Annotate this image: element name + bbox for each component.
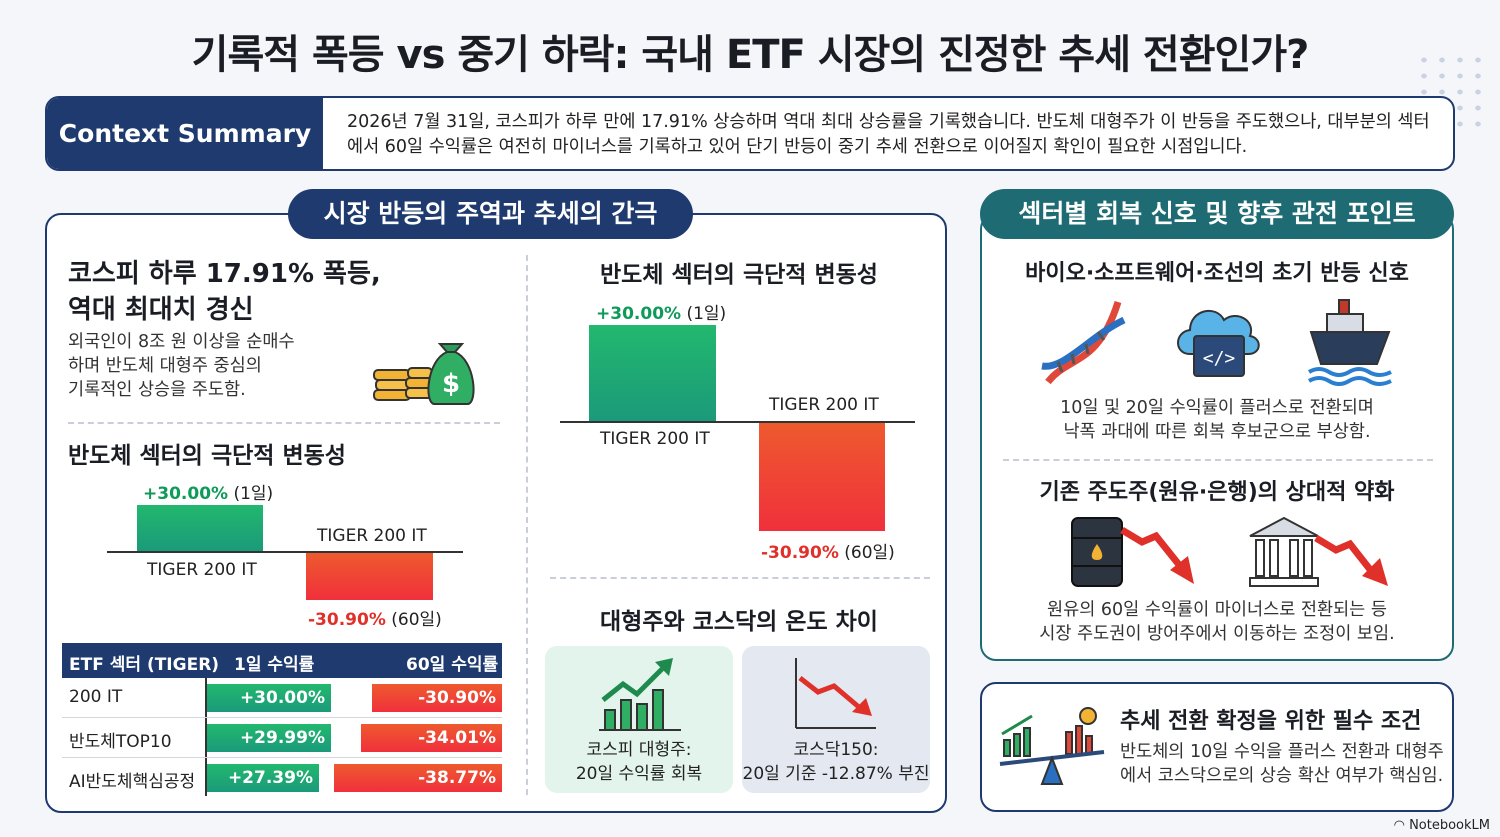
kosdaq150-line1: 코스닥150: (793, 740, 879, 760)
kospi-body-line3: 기록적인 상승을 주도함. (68, 380, 246, 400)
table-bar-60d: -34.01% (361, 724, 502, 752)
weakening-line1: 원유의 60일 수익률이 마이너스로 전환되는 등 (1047, 600, 1387, 620)
kospi-body-line2: 하며 반도체 대형주 중심의 (68, 356, 262, 376)
kospi-heading-line1: 코스피 하루 17.91% 폭등, (68, 259, 381, 289)
table-row: AI반도체핵심공정 +27.39% -38.77% (62, 758, 502, 798)
context-summary: Context Summary 2026년 7월 31일, 코스피가 하루 만에… (45, 96, 1455, 171)
market-rebound-panel-title: 시장 반등의 주역과 추세의 간극 (288, 189, 693, 239)
table-bar-60d: -30.90% (372, 684, 502, 712)
balance-scale-icon (999, 707, 1105, 785)
table-bar-1d: +30.00% (207, 684, 331, 712)
kospi-largecap-card: 코스피 대형주: 20일 수익률 회복 (545, 646, 733, 793)
semi-large-pos-period: (1일) (686, 304, 727, 324)
early-signal-line1: 10일 및 20일 수익률이 플러스로 전환되며 (1060, 398, 1374, 418)
semi-large-pos-label: +30.00% (1일) (596, 299, 726, 324)
semi-large-neg-value: -30.90% (761, 543, 839, 563)
footer-brand-text: NotebookLM (1409, 818, 1490, 833)
semi-small-neg-value: -30.90% (308, 610, 386, 630)
footer-brand: ◠ NotebookLM (1394, 818, 1490, 833)
svg-text:$: $ (442, 369, 460, 399)
svg-text:</>: </> (1203, 348, 1236, 369)
table-bar-1d: +29.99% (207, 724, 331, 752)
vertical-divider (526, 255, 528, 795)
table-row: 반도체TOP10 +29.99% -34.01% (62, 718, 502, 758)
semi-small-neg-bar (306, 553, 433, 600)
kospi-heading-line2: 역대 최대치 경신 (68, 295, 254, 325)
kospi-body-line1: 외국인이 8조 원 이상을 순매수 (68, 332, 295, 352)
semi-large-pos-bar (589, 325, 716, 421)
kospi-largecap-line1: 코스피 대형주: (586, 740, 692, 760)
table-bar-1d: +27.39% (207, 764, 319, 792)
early-signal-heading: 바이오·소프트웨어·조선의 초기 반등 신호 (1025, 261, 1409, 286)
semi-small-neg-ticker: TIGER 200 IT (317, 526, 427, 546)
table-cell-sector: 200 IT (69, 687, 123, 707)
oil-barrel-icon (1071, 517, 1194, 587)
table-cell-sector: 반도체TOP10 (69, 732, 172, 752)
context-summary-label: Context Summary (47, 98, 323, 169)
semi-small-pos-bar (137, 505, 263, 551)
semi-small-heading: 반도체 섹터의 극단적 변동성 (68, 443, 346, 469)
divider (1003, 459, 1433, 461)
semi-large-neg-period: (60일) (844, 543, 895, 563)
table-row: 200 IT +30.00% -30.90% (62, 678, 502, 718)
weakening-heading: 기존 주도주(원유·은행)의 상대적 약화 (1039, 480, 1395, 505)
table-header: ETF 섹터 (TIGER) 1일 수익률 60일 수익률 (62, 643, 502, 678)
semi-small-pos-ticker: TIGER 200 IT (147, 560, 257, 580)
conditions-body: 반도체의 10일 수익을 플러스 전환과 대형주 에서 코스닥으로의 상승 확산… (1120, 740, 1450, 788)
kospi-body: 외국인이 8조 원 이상을 순매수 하며 반도체 대형주 중심의 기록적인 상승… (68, 330, 368, 402)
kospi-largecap-line2: 20일 수익률 회복 (575, 764, 703, 784)
divider (68, 422, 500, 424)
divider (550, 577, 930, 579)
weakening-line2: 시장 주도권이 방어주에서 이동하는 조정이 보임. (1039, 624, 1395, 644)
semi-large-axis (560, 421, 915, 423)
bank-icon (1249, 516, 1388, 587)
semi-small-axis (107, 551, 463, 553)
cloud-code-icon: </> (1177, 310, 1260, 377)
early-signal-line2: 낙폭 과대에 따른 회복 후보군으로 부상함. (1063, 422, 1371, 442)
dna-icon (1041, 300, 1126, 385)
table-header-1d: 1일 수익률 (234, 655, 315, 675)
semi-large-heading: 반도체 섹터의 극단적 변동성 (600, 262, 878, 288)
early-signal-body: 10일 및 20일 수익률이 플러스로 전환되며 낙폭 과대에 따른 회복 후보… (980, 396, 1454, 444)
trend-conditions-panel (980, 682, 1454, 812)
page-title: 기록적 폭등 vs 중기 하락: 국내 ETF 시장의 진정한 추세 전환인가? (191, 32, 1310, 78)
sector-recovery-panel (980, 213, 1454, 661)
etf-return-table: ETF 섹터 (TIGER) 1일 수익률 60일 수익률 200 IT +30… (62, 643, 502, 798)
kospi-largecap-text: 코스피 대형주: 20일 수익률 회복 (545, 738, 733, 786)
ship-icon (1307, 299, 1392, 386)
conditions-line2: 에서 코스닥으로의 상승 확산 여부가 핵심임. (1120, 766, 1444, 786)
semi-small-pos-label: +30.00% (1일) (143, 479, 273, 504)
table-axis (205, 678, 207, 796)
context-summary-text: 2026년 7월 31일, 코스피가 하루 만에 17.91% 상승하며 역대 … (347, 112, 1430, 157)
growth-chart-icon (599, 658, 681, 731)
money-bag-icon: $ (373, 343, 475, 405)
weakening-body: 원유의 60일 수익률이 마이너스로 전환되는 등 시장 주도권이 방어주에서 … (980, 598, 1454, 646)
semi-large-pos-value: +30.00% (596, 304, 682, 324)
kosdaq150-line2: 20일 기준 -12.87% 부진 (742, 764, 930, 784)
semi-small-neg-period: (60일) (391, 610, 442, 630)
semi-small-pos-period: (1일) (233, 484, 274, 504)
table-bar-60d: -38.77% (334, 764, 502, 792)
notebooklm-logo-icon: ◠ (1393, 818, 1405, 833)
table-cell-sector: AI반도체핵심공정 (69, 772, 196, 792)
semi-large-neg-label: -30.90% (60일) (761, 538, 895, 563)
table-header-60d: 60일 수익률 (406, 655, 499, 675)
semi-small-neg-label: -30.90% (60일) (308, 605, 442, 630)
kosdaq150-text: 코스닥150: 20일 기준 -12.87% 부진 (742, 738, 930, 786)
decline-chart-icon (795, 658, 876, 729)
conditions-heading: 추세 전환 확정을 위한 필수 조건 (1120, 709, 1422, 734)
kospi-heading: 코스피 하루 17.91% 폭등, 역대 최대치 경신 (68, 256, 381, 328)
semi-large-neg-bar (759, 423, 885, 531)
sector-recovery-panel-title: 섹터별 회복 신호 및 향후 관전 포인트 (980, 189, 1454, 239)
semi-small-pos-value: +30.00% (143, 484, 229, 504)
semi-large-pos-ticker: TIGER 200 IT (600, 429, 710, 449)
temp-heading: 대형주와 코스닥의 온도 차이 (600, 609, 878, 635)
conditions-line1: 반도체의 10일 수익을 플러스 전환과 대형주 (1120, 742, 1444, 762)
table-header-sector: ETF 섹터 (TIGER) (69, 655, 220, 675)
semi-large-neg-ticker: TIGER 200 IT (769, 395, 879, 415)
kosdaq150-card: 코스닥150: 20일 기준 -12.87% 부진 (742, 646, 930, 793)
